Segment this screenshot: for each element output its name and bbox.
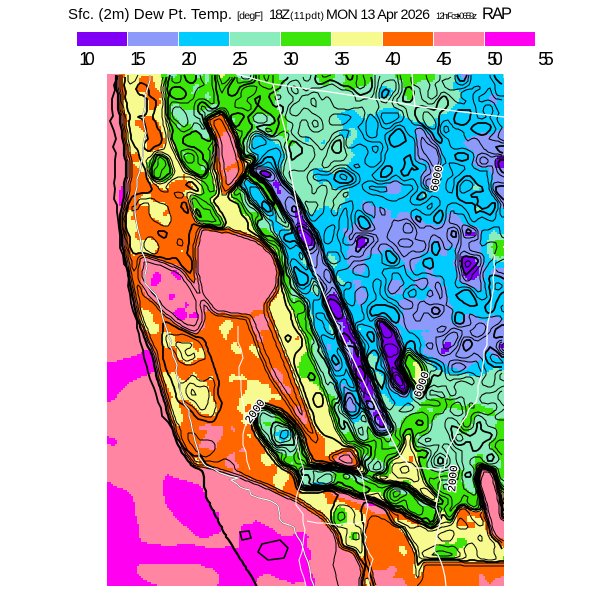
svg-text:35: 35	[334, 49, 350, 69]
svg-text:45: 45	[436, 49, 452, 69]
svg-text:Sfc. (2m) Dew Pt. Temp.: Sfc. (2m) Dew Pt. Temp.	[68, 6, 232, 23]
svg-text:RAP: RAP	[482, 5, 512, 23]
svg-text:25: 25	[232, 49, 248, 69]
svg-text:MON 13 Apr 2026: MON 13 Apr 2026	[326, 7, 430, 23]
svg-text:20: 20	[181, 49, 197, 69]
svg-text:40: 40	[385, 49, 401, 69]
svg-text:2000: 2000	[447, 465, 461, 492]
svg-text:6000: 6000	[429, 165, 446, 193]
svg-text:(11pdt): (11pdt)	[290, 10, 324, 22]
svg-text:10: 10	[79, 49, 95, 69]
svg-text:15: 15	[130, 49, 146, 69]
svg-text:2000: 2000	[447, 465, 461, 492]
svg-text:[degF]: [degF]	[237, 10, 263, 22]
svg-text:55: 55	[538, 49, 554, 69]
svg-text:30: 30	[283, 49, 299, 69]
svg-text:12hrFcst▪0659z: 12hrFcst▪0659z	[436, 11, 478, 21]
svg-text:18Z: 18Z	[269, 7, 290, 23]
svg-text:50: 50	[487, 49, 503, 69]
